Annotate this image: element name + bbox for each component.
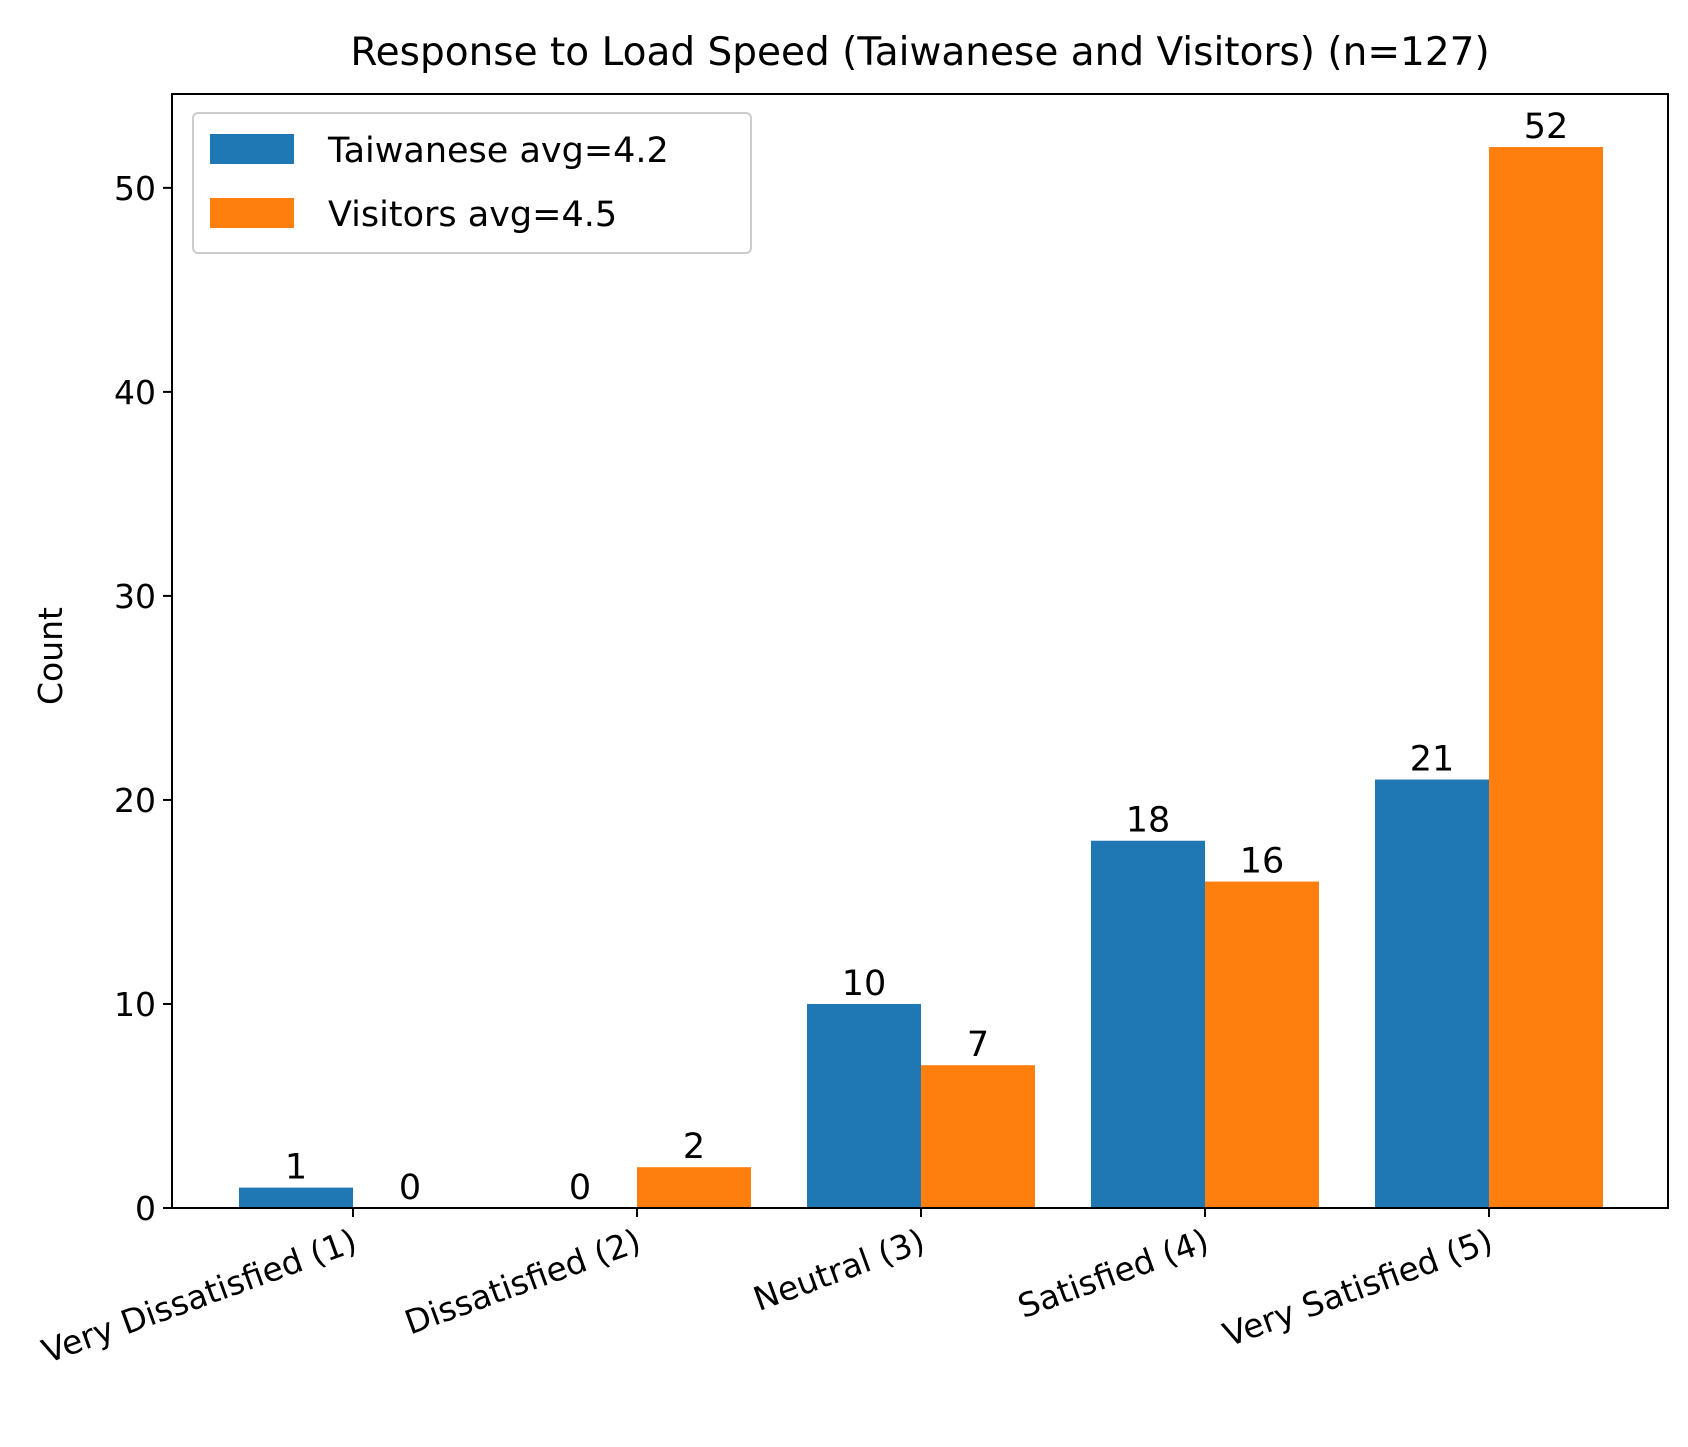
- legend: Taiwanese avg=4.2 Visitors avg=4.5: [192, 112, 752, 254]
- y-tick-label: 10: [114, 985, 156, 1024]
- legend-swatch-taiwanese: [210, 134, 294, 164]
- bar-value-label-taiwanese-very-dissatisfied-1: 1: [285, 1148, 307, 1188]
- y-tick-label: 0: [135, 1189, 156, 1228]
- bar-value-label-visitors-very-satisfied-5: 52: [1524, 107, 1569, 147]
- bar-value-label-visitors-satisfied-4: 16: [1240, 842, 1285, 882]
- bar-value-label-taiwanese-satisfied-4: 18: [1126, 801, 1171, 841]
- bar-value-label-taiwanese-very-satisfied-5: 21: [1410, 740, 1455, 780]
- bar-value-label-taiwanese-dissatisfied-2: 0: [569, 1168, 591, 1208]
- bar-taiwanese-satisfied-4: [1091, 840, 1205, 1208]
- y-axis: 0 10 20 30 40 50: [114, 169, 172, 1228]
- plot-frame: [171, 93, 1669, 1209]
- bar-taiwanese-neutral-3: [807, 1003, 921, 1208]
- legend-label-visitors: Visitors avg=4.5: [328, 195, 617, 235]
- chart-title: Response to Load Speed (Taiwanese and Vi…: [350, 30, 1489, 75]
- bar-value-label-taiwanese-neutral-3: 10: [842, 964, 887, 1004]
- y-tick-label: 40: [114, 373, 156, 412]
- bar-taiwanese-very-satisfied-5: [1375, 779, 1489, 1208]
- y-tick-label: 30: [114, 577, 156, 616]
- bar-value-label-visitors-neutral-3: 7: [967, 1025, 989, 1065]
- bar-visitors-very-satisfied-5: [1489, 147, 1603, 1209]
- y-tick-label: 20: [114, 781, 156, 820]
- bar-visitors-dissatisfied-2: [637, 1167, 751, 1208]
- bars-layer: [239, 147, 1603, 1209]
- legend-box: [192, 112, 752, 254]
- bar-visitors-satisfied-4: [1205, 881, 1319, 1208]
- y-axis-label: Count: [31, 607, 70, 705]
- y-tick-label: 50: [114, 169, 156, 208]
- bar-value-label-visitors-very-dissatisfied-1: 0: [399, 1168, 421, 1208]
- bar-value-label-visitors-dissatisfied-2: 2: [683, 1127, 705, 1167]
- bar-taiwanese-very-dissatisfied-1: [239, 1187, 353, 1208]
- bar-visitors-neutral-3: [921, 1065, 1035, 1208]
- legend-label-taiwanese: Taiwanese avg=4.2: [327, 131, 669, 171]
- legend-swatch-visitors: [210, 198, 294, 228]
